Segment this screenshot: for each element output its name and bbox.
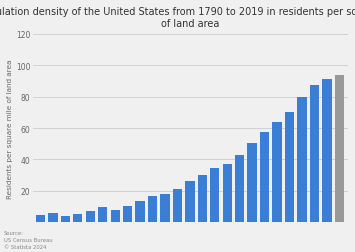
Bar bbox=[210, 168, 219, 223]
Bar bbox=[135, 201, 145, 223]
Bar bbox=[98, 207, 108, 223]
Bar bbox=[173, 189, 182, 223]
Bar bbox=[335, 76, 344, 223]
Y-axis label: Residents per square mile of land area: Residents per square mile of land area bbox=[7, 59, 13, 198]
Bar bbox=[148, 196, 157, 223]
Text: Source:
US Census Bureau
© Statista 2024: Source: US Census Bureau © Statista 2024 bbox=[4, 231, 52, 249]
Bar bbox=[235, 156, 244, 223]
Bar bbox=[61, 216, 70, 223]
Bar bbox=[86, 211, 95, 223]
Bar bbox=[110, 210, 120, 223]
Bar bbox=[223, 164, 232, 223]
Bar bbox=[198, 176, 207, 223]
Bar bbox=[322, 80, 332, 223]
Bar bbox=[297, 98, 307, 223]
Bar bbox=[310, 86, 319, 223]
Bar bbox=[260, 133, 269, 223]
Bar bbox=[160, 195, 170, 223]
Bar bbox=[285, 112, 294, 223]
Bar bbox=[247, 143, 257, 223]
Bar bbox=[73, 214, 82, 223]
Bar bbox=[123, 206, 132, 223]
Bar bbox=[48, 213, 58, 223]
Title: Population density of the United States from 1790 to 2019 in residents per squar: Population density of the United States … bbox=[0, 7, 355, 28]
Bar bbox=[272, 122, 282, 223]
Bar bbox=[36, 215, 45, 223]
Bar bbox=[185, 182, 195, 223]
